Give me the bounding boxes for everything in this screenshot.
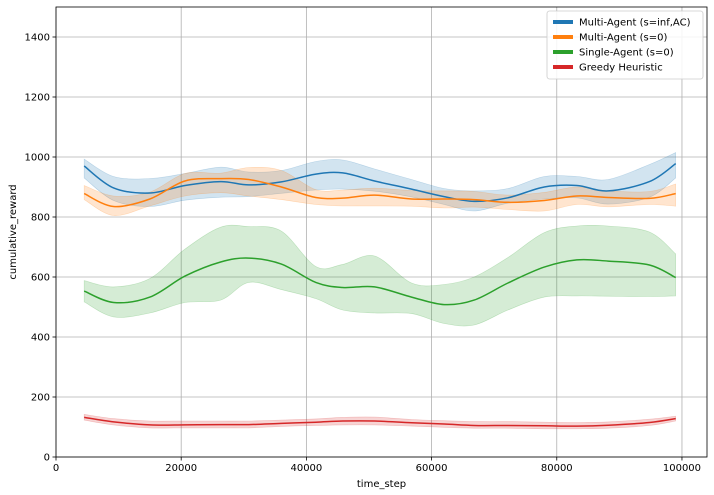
legend-label: Multi-Agent (s=inf,AC) (579, 18, 691, 29)
y-tick-label: 400 (31, 333, 50, 344)
series-line-0 (83, 162, 677, 203)
legend: Multi-Agent (s=inf,AC) Multi-Agent (s=0) S… (546, 10, 704, 80)
y-tick-label: 200 (31, 393, 50, 404)
confidence-band-2 (83, 224, 676, 327)
y-tick-label: 800 (31, 213, 50, 224)
legend-label: Greedy Heuristic (579, 63, 663, 74)
legend-label: Multi-Agent (s=0) (579, 33, 667, 44)
y-tick-label: 600 (31, 273, 50, 284)
x-tick-label: 100000 (663, 463, 701, 474)
x-tick-label: 80000 (541, 463, 573, 474)
x-axis-label: time_step (357, 479, 406, 490)
x-tick-label: 60000 (416, 463, 448, 474)
legend-box (546, 10, 704, 80)
y-tick-label: 1400 (25, 33, 50, 44)
series-line-3 (84, 416, 676, 427)
legend-label: Single-Agent (s=0) (579, 48, 674, 59)
x-tick-label: 40000 (290, 463, 322, 474)
grid (55, 7, 707, 458)
series-line-1 (83, 177, 676, 208)
series-lines (83, 162, 677, 427)
x-tick-label: 0 (53, 463, 59, 474)
y-tick-label: 1000 (25, 153, 50, 164)
y-tick-label: 1200 (25, 93, 50, 104)
axis-ticks: 0 20000 40000 60000 80000 100000 0 200 400 600 800… (25, 33, 702, 475)
confidence-band-1 (83, 166, 676, 216)
plot-area-frame (55, 6, 708, 458)
x-tick-label: 20000 (165, 463, 197, 474)
y-axis-label: cumulative_reward (8, 184, 19, 279)
y-tick-label: 0 (44, 453, 50, 464)
series-line-2 (83, 257, 677, 306)
